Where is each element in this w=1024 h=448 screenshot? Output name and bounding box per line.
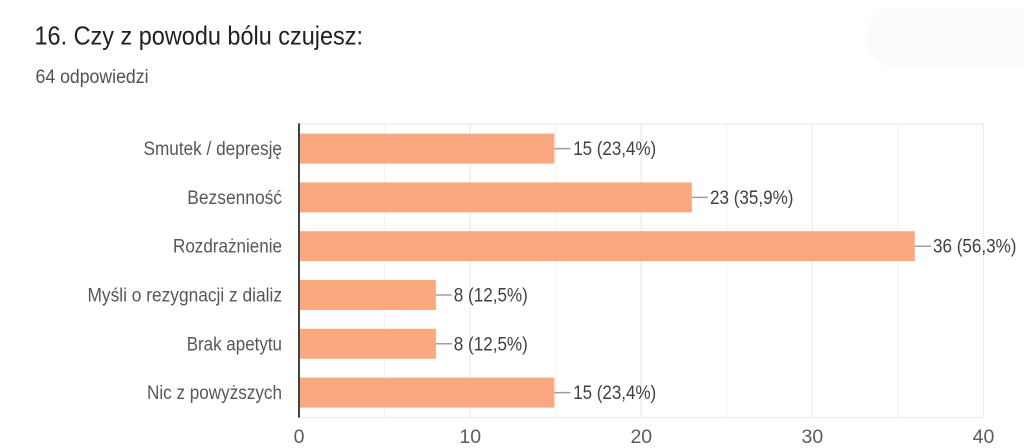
svg-text:36 (56,3%): 36 (56,3%) (933, 237, 1017, 258)
svg-text:Bezsenność: Bezsenność (187, 188, 282, 209)
svg-text:0: 0 (294, 426, 305, 448)
svg-text:15 (23,4%): 15 (23,4%) (573, 383, 656, 404)
svg-text:Nic z powyższych: Nic z powyższych (147, 383, 282, 404)
svg-text:Brak apetytu: Brak apetytu (187, 334, 282, 355)
svg-text:20: 20 (630, 426, 652, 448)
svg-text:10: 10 (459, 426, 481, 448)
svg-text:40: 40 (973, 426, 995, 448)
svg-text:64 odpowiedzi: 64 odpowiedzi (36, 67, 149, 88)
svg-text:30: 30 (802, 426, 824, 448)
svg-text:Rozdrażnienie: Rozdrażnienie (173, 237, 282, 258)
svg-text:Smutek / depresję: Smutek / depresję (144, 139, 283, 160)
svg-text:Myśli o rezygnacji z dializ: Myśli o rezygnacji z dializ (88, 286, 283, 307)
svg-text:16. Czy z powodu bólu czujesz:: 16. Czy z powodu bólu czujesz: (35, 21, 364, 51)
svg-text:8 (12,5%): 8 (12,5%) (454, 334, 528, 355)
svg-text:15 (23,4%): 15 (23,4%) (573, 139, 656, 160)
svg-text:8 (12,5%): 8 (12,5%) (454, 286, 528, 307)
svg-text:23 (35,9%): 23 (35,9%) (710, 188, 794, 209)
